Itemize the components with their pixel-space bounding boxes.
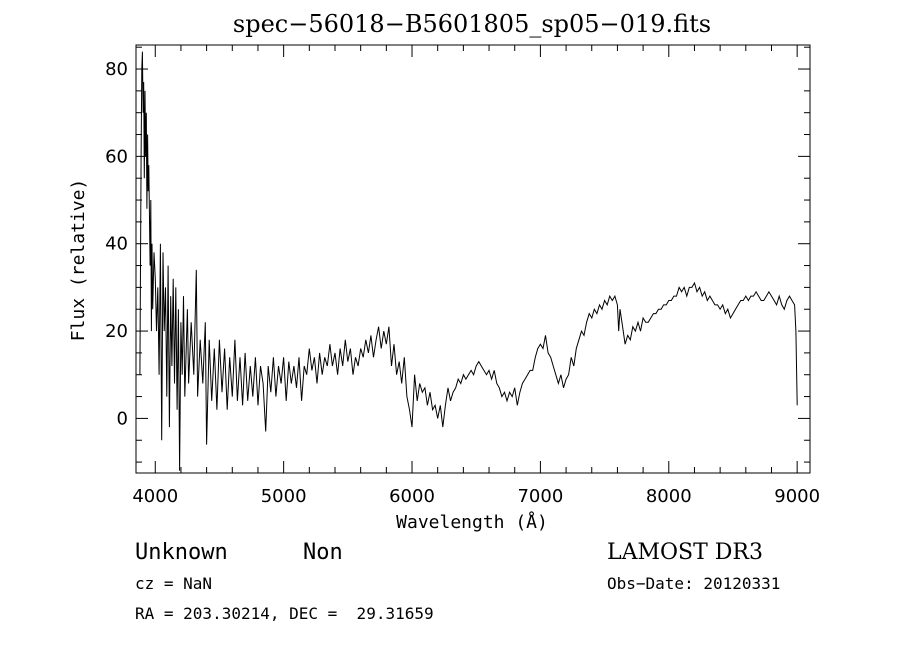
y-axis-tick-labels: 0 20 40 60 80 — [105, 59, 128, 429]
survey-label: LAMOST DR3 — [607, 540, 763, 565]
y-tick-label: 80 — [105, 59, 128, 80]
redshift-label: cz = NaN — [135, 574, 212, 593]
spectrum-series-line — [139, 51, 798, 471]
obs-date-label: Obs−Date: 20120331 — [607, 574, 780, 593]
y-axis-label: Flux (relative) — [68, 179, 89, 342]
y-tick-label: 0 — [117, 408, 128, 429]
x-tick-label: 7000 — [517, 486, 563, 507]
plot-frame — [135, 44, 811, 474]
x-tick-label: 8000 — [646, 486, 692, 507]
x-axis-tick-labels: 4000 5000 6000 7000 8000 9000 — [132, 486, 820, 507]
y-tick-label: 40 — [105, 234, 128, 255]
y-tick-label: 20 — [105, 321, 128, 342]
x-axis-ticks — [154, 45, 798, 473]
x-tick-label: 5000 — [261, 486, 307, 507]
x-axis-label: Wavelength (Å) — [396, 511, 548, 533]
y-tick-label: 60 — [105, 146, 128, 167]
chart-title: spec−56018−B5601805_sp05−019.fits — [233, 10, 711, 38]
x-tick-label: 9000 — [774, 486, 820, 507]
x-tick-label: 4000 — [132, 486, 178, 507]
coordinates-label: RA = 203.30214, DEC = 29.31659 — [135, 604, 434, 623]
object-subclass-label: Non — [303, 540, 343, 565]
object-class-label: Unknown — [135, 540, 228, 565]
x-tick-label: 6000 — [389, 486, 435, 507]
